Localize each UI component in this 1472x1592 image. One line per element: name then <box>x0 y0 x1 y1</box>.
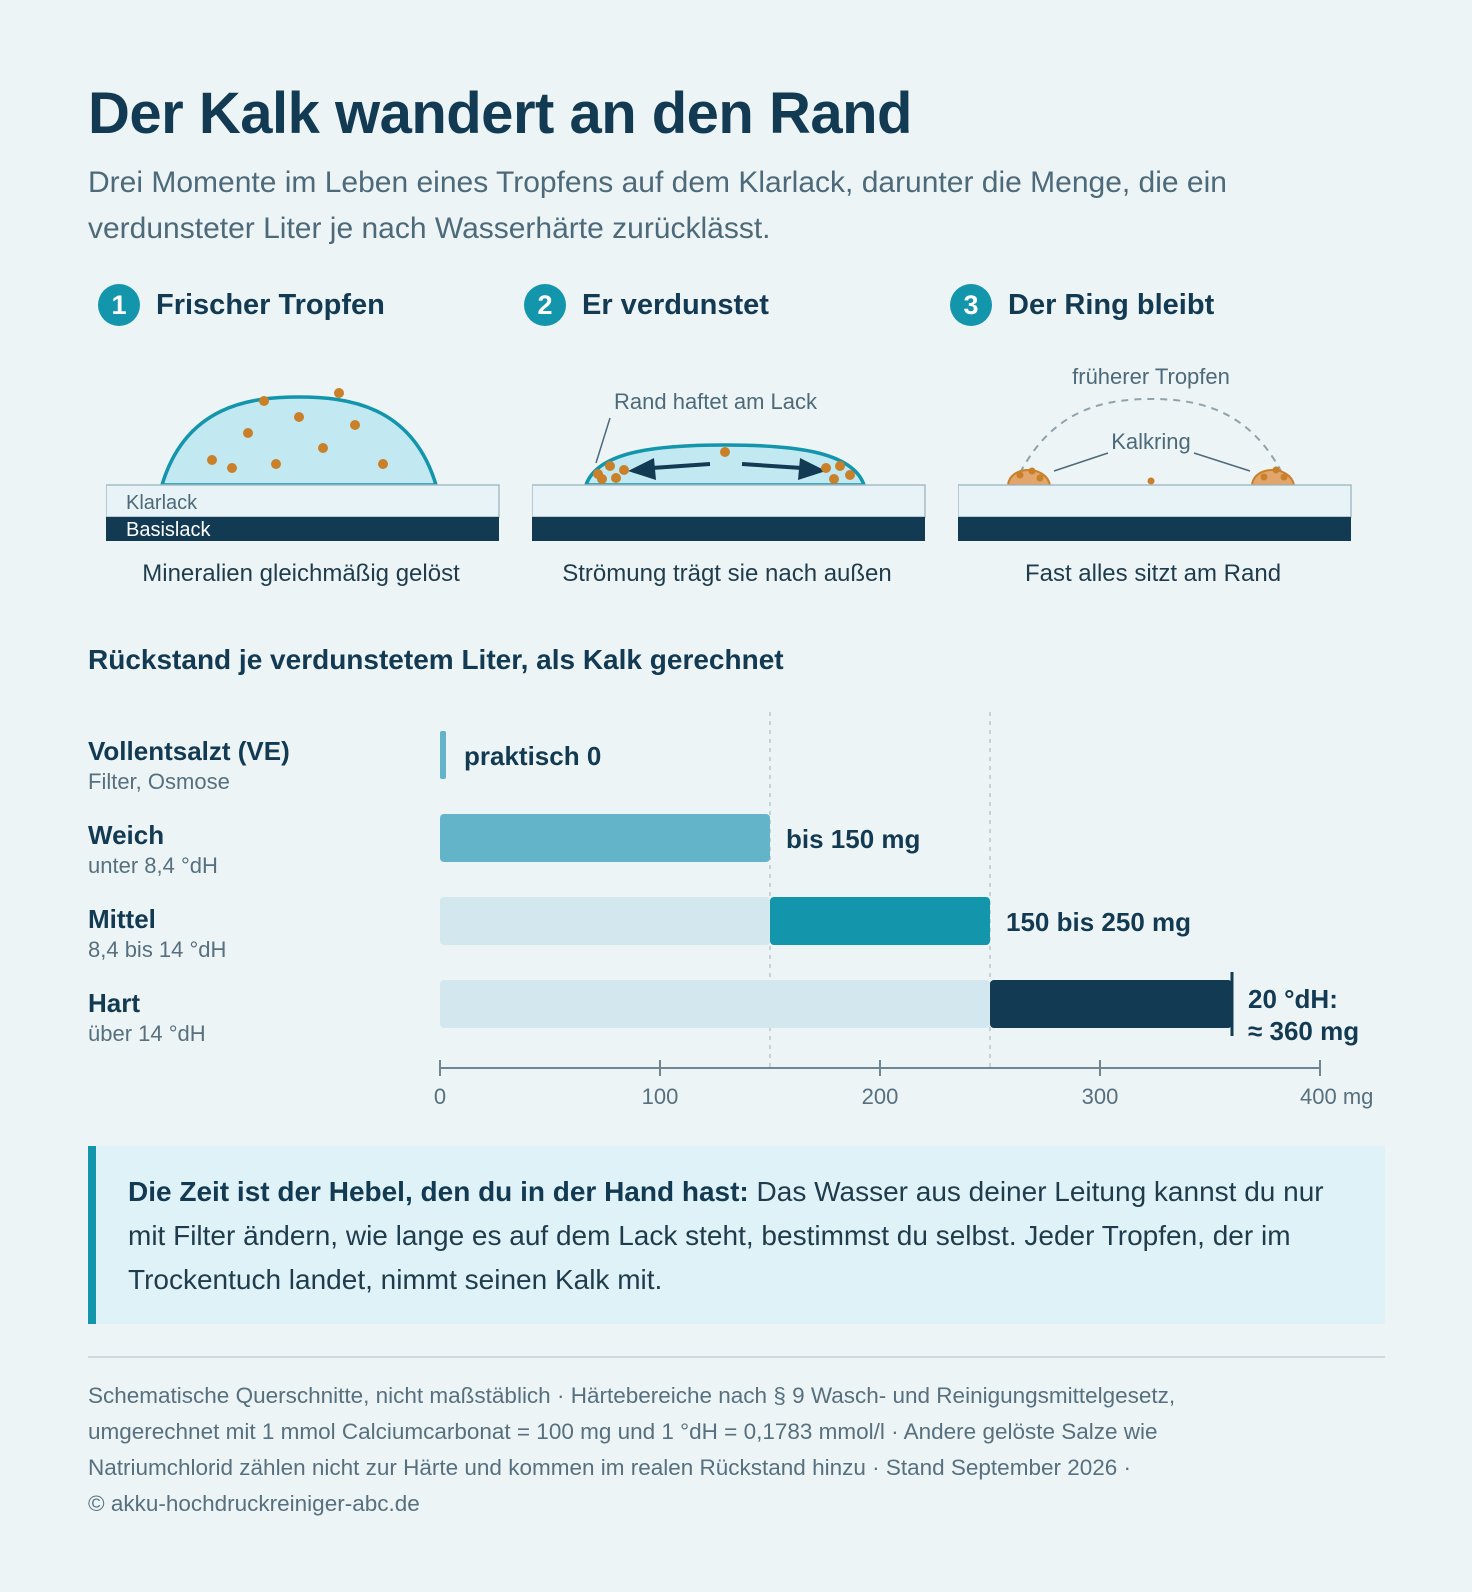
bar <box>990 980 1232 1028</box>
bar-value-label: 20 °dH: <box>1248 984 1338 1014</box>
row-range: unter 8,4 °dH <box>88 853 218 878</box>
row-label-hart: Hart über 14 °dH <box>88 988 206 1050</box>
flow-arrow-left <box>651 462 711 470</box>
basecoat-layer <box>106 517 499 541</box>
tip-callout-lead: Die Zeit ist der Hebel, den du in der Ha… <box>128 1176 749 1207</box>
row-name: Mittel <box>88 904 156 934</box>
x-axis-tick-label: 0 <box>434 1084 446 1109</box>
row-range: 8,4 bis 14 °dH <box>88 937 227 962</box>
x-axis-tick-label: 200 <box>862 1084 899 1109</box>
bar <box>440 814 770 862</box>
step-1-title: Frischer Tropfen <box>156 288 385 321</box>
tip-callout-text: Das Wasser aus deiner Leitung kannst du … <box>128 1176 1324 1295</box>
fresh-drop-diagram: Klarlack Basislack <box>106 388 500 541</box>
ring-leader-left <box>1053 452 1109 472</box>
footer-notes: Schematische Querschnitte, nicht maßstäb… <box>88 1378 1385 1522</box>
row-label-ve: Vollentsalzt (VE) Filter, Osmose <box>88 736 290 798</box>
footer-divider <box>88 1356 1385 1358</box>
clearcoat-layer <box>532 484 926 518</box>
step-1-caption: Mineralien gleichmäßig gelöst <box>142 560 460 587</box>
edge-annotation: Rand haftet am Lack <box>614 389 818 414</box>
evaporating-drop-diagram: Rand haftet am Lack <box>532 389 926 541</box>
former-drop-outline <box>1019 397 1283 474</box>
clearcoat-layer <box>958 484 1352 518</box>
flow-arrow-right <box>741 462 803 470</box>
calc-ring-diagram: früherer Tropfen Kalkring <box>958 364 1352 541</box>
row-range: Filter, Osmose <box>88 769 230 794</box>
basecoat-layer <box>958 517 1351 541</box>
row-label-mittel: Mittel 8,4 bis 14 °dH <box>88 904 226 966</box>
annotation-leader <box>595 417 611 464</box>
flow-arrowhead-right <box>798 458 826 480</box>
bar-background <box>440 897 770 945</box>
bar-value-label: ≈ 360 mg <box>1248 1016 1359 1046</box>
residue-bar-chart: praktisch 0 bis 150 mg 150 bis 250 mg 20 °d… <box>434 712 1373 1109</box>
page-subtitle: Drei Momente im Leben eines Tropfens auf… <box>88 166 1227 245</box>
row-name: Vollentsalzt (VE) <box>88 736 290 766</box>
chart-heading: Rückstand je verdunstetem Liter, als Kal… <box>88 644 784 675</box>
bar-ve <box>440 731 446 779</box>
edge-minerals <box>593 447 855 484</box>
footer-line: umgerechnet mit 1 mmol Calciumcarbonat =… <box>88 1419 1158 1444</box>
x-axis-tick-label: 400 mg <box>1300 1084 1373 1109</box>
bar-value-label: bis 150 mg <box>786 824 920 854</box>
basecoat-layer <box>532 517 925 541</box>
step-1-number: 1 <box>98 284 140 326</box>
former-drop-label: früherer Tropfen <box>1072 364 1230 389</box>
row-range: über 14 °dH <box>88 1021 206 1046</box>
bar-value-label: praktisch 0 <box>464 741 601 771</box>
flow-arrowhead-left <box>628 458 656 480</box>
step-3-caption: Fast alles sitzt am Rand <box>1024 560 1282 587</box>
step-2-number: 2 <box>524 284 566 326</box>
bar-value-label: 150 bis 250 mg <box>1006 907 1191 937</box>
row-name: Weich <box>88 820 165 850</box>
tip-callout: Die Zeit ist der Hebel, den du in der Ha… <box>88 1146 1385 1324</box>
step-3-title: Der Ring bleibt <box>1008 288 1215 321</box>
footer-line: Natriumchlorid zählen nicht zur Härte un… <box>88 1455 1132 1480</box>
step-2-caption: Strömung trägt sie nach außen <box>562 560 892 587</box>
deposit-minerals <box>1016 466 1288 485</box>
ring-leader-right <box>1193 452 1251 472</box>
footer-line: Schematische Querschnitte, nicht maßstäb… <box>88 1383 1176 1408</box>
x-axis-tick-label: 100 <box>642 1084 679 1109</box>
row-name: Hart <box>88 988 141 1018</box>
basecoat-label: Basislack <box>126 519 211 541</box>
page-title: Der Kalk wandert an den Rand <box>88 81 912 146</box>
clearcoat-label: Klarlack <box>126 492 198 514</box>
step-1-header: 1 Frischer Tropfen <box>98 284 385 326</box>
footer-line: © akku-hochdruckreiniger-abc.de <box>88 1491 420 1516</box>
dissolved-minerals <box>207 388 388 473</box>
water-drop <box>159 395 439 487</box>
row-label-weich: Weich unter 8,4 °dH <box>88 820 218 882</box>
calc-deposit-right <box>1250 469 1296 486</box>
calc-ring-label: Kalkring <box>1111 429 1190 454</box>
step-3-header: 3 Der Ring bleibt <box>950 284 1214 326</box>
step-2-title: Er verdunstet <box>582 288 769 321</box>
bar <box>770 897 990 945</box>
clearcoat-layer <box>106 484 500 518</box>
step-2-header: 2 Er verdunstet <box>524 284 769 326</box>
bar-background <box>440 980 990 1028</box>
step-3-number: 3 <box>950 284 992 326</box>
x-axis-tick-label: 300 <box>1082 1084 1119 1109</box>
